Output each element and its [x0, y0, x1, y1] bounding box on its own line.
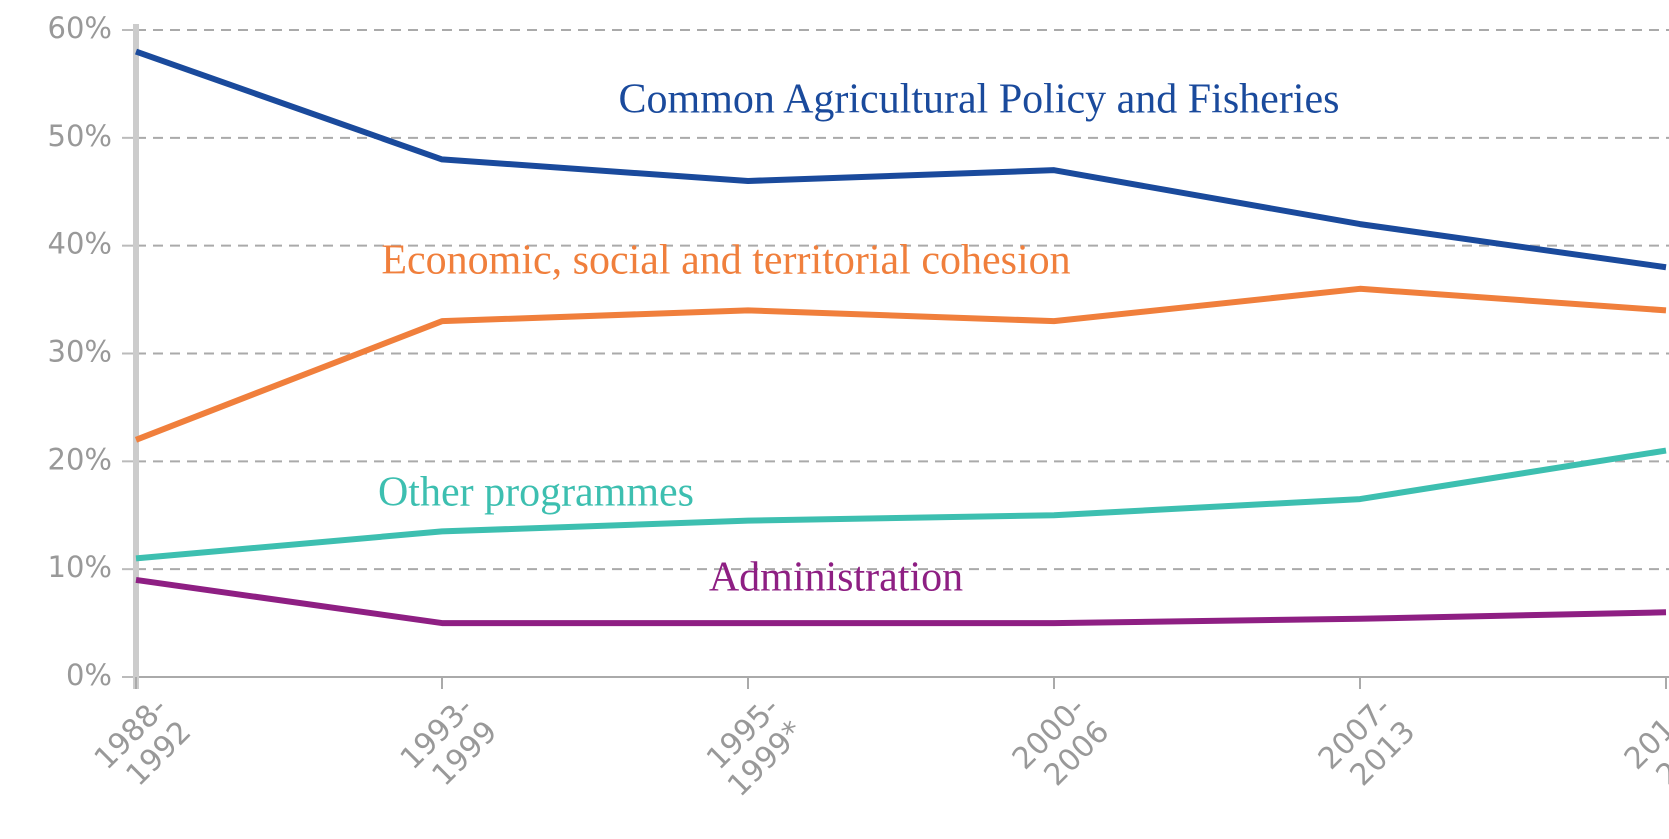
- y-tick-label: 40%: [48, 227, 112, 261]
- series-label: Common Agricultural Policy and Fisheries: [619, 77, 1340, 123]
- series-line: [134, 285, 1667, 443]
- y-tick-label: 10%: [48, 550, 112, 584]
- series-label: Economic, social and territorial cohesio…: [381, 238, 1070, 284]
- series-line: [135, 576, 1667, 627]
- y-tick-label: 50%: [48, 119, 112, 153]
- y-tick-label: 20%: [48, 442, 112, 476]
- y-tick-label: 60%: [48, 11, 112, 45]
- series-line: [135, 48, 1667, 271]
- series-label: Administration: [709, 555, 963, 601]
- series-line: [135, 447, 1667, 562]
- y-tick-label: 30%: [48, 335, 112, 369]
- y-tick-label: 0%: [66, 658, 112, 692]
- series-label: Other programmes: [378, 470, 694, 516]
